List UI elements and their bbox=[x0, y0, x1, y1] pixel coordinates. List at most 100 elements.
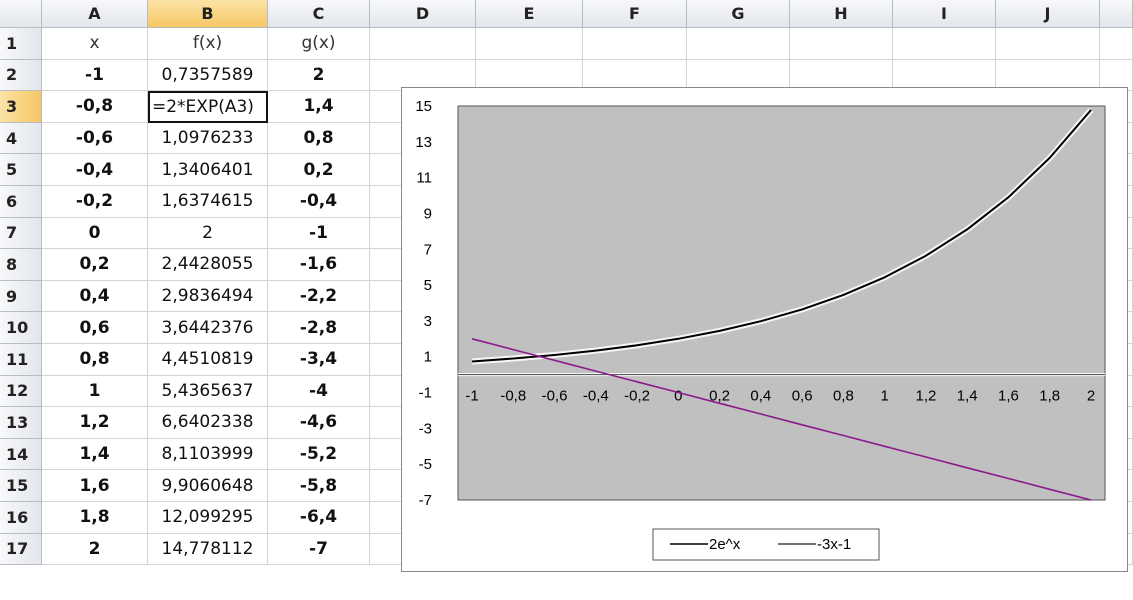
cell-c7[interactable]: -1 bbox=[268, 217, 370, 250]
series-2ex-line[interactable] bbox=[471, 109, 1092, 363]
y-tick-label: 7 bbox=[424, 241, 432, 258]
cell-a17[interactable]: 2 bbox=[42, 533, 148, 566]
cell-b12[interactable]: 5,4365637 bbox=[148, 375, 268, 408]
row-header-9[interactable]: 9 bbox=[0, 280, 42, 313]
row-header-2[interactable]: 2 bbox=[0, 59, 42, 92]
cell-b2[interactable]: 0,7357589 bbox=[148, 59, 268, 92]
cell-a3[interactable]: -0,8 bbox=[42, 91, 148, 123]
cell-a4[interactable]: -0,6 bbox=[42, 122, 148, 155]
column-header-extra[interactable] bbox=[1100, 0, 1133, 28]
cell-c9[interactable]: -2,2 bbox=[268, 280, 370, 313]
column-header-f[interactable]: F bbox=[583, 0, 687, 28]
cell-b4[interactable]: 1,0976233 bbox=[148, 122, 268, 155]
cell-a8[interactable]: 0,2 bbox=[42, 249, 148, 281]
column-header-e[interactable]: E bbox=[476, 0, 583, 28]
column-header-j[interactable]: J bbox=[996, 0, 1100, 28]
row-header-12[interactable]: 12 bbox=[0, 375, 42, 408]
cell-b5[interactable]: 1,3406401 bbox=[148, 154, 268, 186]
row-header-14[interactable]: 14 bbox=[0, 438, 42, 471]
cell-a11[interactable]: 0,8 bbox=[42, 344, 148, 376]
row-header-4[interactable]: 4 bbox=[0, 122, 42, 155]
cell-empty[interactable] bbox=[996, 28, 1100, 60]
cell-c4[interactable]: 0,8 bbox=[268, 122, 370, 155]
row-header-11[interactable]: 11 bbox=[0, 344, 42, 376]
cell-b8[interactable]: 2,4428055 bbox=[148, 249, 268, 281]
cell-b7[interactable]: 2 bbox=[148, 217, 268, 250]
cell-c8[interactable]: -1,6 bbox=[268, 249, 370, 281]
cell-c6[interactable]: -0,4 bbox=[268, 186, 370, 218]
x-tick-label: -0,4 bbox=[583, 388, 609, 405]
cell-c13[interactable]: -4,6 bbox=[268, 407, 370, 439]
cell-empty[interactable] bbox=[687, 28, 790, 60]
cell-a15[interactable]: 1,6 bbox=[42, 470, 148, 502]
row-header-16[interactable]: 16 bbox=[0, 502, 42, 534]
cell-a2[interactable]: -1 bbox=[42, 59, 148, 92]
x-tick-label: 1,4 bbox=[957, 388, 978, 405]
cell-b16[interactable]: 12,099295 bbox=[148, 502, 268, 534]
cell-empty[interactable] bbox=[1100, 28, 1133, 60]
cell-empty[interactable] bbox=[583, 28, 687, 60]
series-3x-1-line[interactable] bbox=[471, 338, 1092, 501]
cell-b14[interactable]: 8,1103999 bbox=[148, 438, 268, 471]
row-header-13[interactable]: 13 bbox=[0, 407, 42, 439]
x-tick-label: 0,6 bbox=[792, 388, 813, 405]
row-header-7[interactable]: 7 bbox=[0, 217, 42, 250]
cell-a10[interactable]: 0,6 bbox=[42, 312, 148, 344]
column-header-g[interactable]: G bbox=[687, 0, 790, 28]
cell-c1[interactable]: g(x) bbox=[268, 28, 370, 60]
cell-a5[interactable]: -0,4 bbox=[42, 154, 148, 186]
cell-b1[interactable]: f(x) bbox=[148, 28, 268, 60]
cell-c10[interactable]: -2,8 bbox=[268, 312, 370, 344]
cell-b15[interactable]: 9,9060648 bbox=[148, 470, 268, 502]
cell-a6[interactable]: -0,2 bbox=[42, 186, 148, 218]
select-all-corner[interactable] bbox=[0, 0, 42, 28]
cell-b9[interactable]: 2,9836494 bbox=[148, 280, 268, 313]
x-tick-label: 1,6 bbox=[998, 388, 1019, 405]
column-header-d[interactable]: D bbox=[370, 0, 476, 28]
cell-c17[interactable]: -7 bbox=[268, 533, 370, 566]
cell-a7[interactable]: 0 bbox=[42, 217, 148, 250]
x-tick-label: -0,6 bbox=[542, 388, 568, 405]
row-header-10[interactable]: 10 bbox=[0, 312, 42, 344]
cell-empty[interactable] bbox=[476, 28, 583, 60]
cell-empty[interactable] bbox=[370, 28, 476, 60]
cell-b13[interactable]: 6,6402338 bbox=[148, 407, 268, 439]
line-chart[interactable]: 15 13 11 9 7 5 3 1 -1 -3 -5 -7 -1 -0,8 -0,6 -0,4 -0,2 0 0,… bbox=[401, 87, 1128, 572]
cell-b6[interactable]: 1,6374615 bbox=[148, 186, 268, 218]
cell-a1[interactable]: x bbox=[42, 28, 148, 60]
cell-c15[interactable]: -5,8 bbox=[268, 470, 370, 502]
plot-area[interactable] bbox=[457, 105, 1106, 501]
cell-b11[interactable]: 4,4510819 bbox=[148, 344, 268, 376]
cell-c3[interactable]: 1,4 bbox=[268, 91, 370, 123]
active-cell-formula[interactable]: =2*EXP(A3) bbox=[148, 91, 268, 123]
row-header-1[interactable]: 1 bbox=[0, 28, 42, 60]
cell-empty[interactable] bbox=[790, 28, 893, 60]
row-header-5[interactable]: 5 bbox=[0, 154, 42, 186]
column-header-b[interactable]: B bbox=[148, 0, 268, 28]
cell-a13[interactable]: 1,2 bbox=[42, 407, 148, 439]
cell-c5[interactable]: 0,2 bbox=[268, 154, 370, 186]
cell-a12[interactable]: 1 bbox=[42, 375, 148, 408]
column-header-h[interactable]: H bbox=[790, 0, 893, 28]
cell-c2[interactable]: 2 bbox=[268, 59, 370, 92]
row-header-3[interactable]: 3 bbox=[0, 91, 42, 123]
cell-a16[interactable]: 1,8 bbox=[42, 502, 148, 534]
cell-c12[interactable]: -4 bbox=[268, 375, 370, 408]
column-header-c[interactable]: C bbox=[268, 0, 370, 28]
column-header-a[interactable]: A bbox=[42, 0, 148, 28]
cell-b17[interactable]: 14,778112 bbox=[148, 533, 268, 566]
column-header-i[interactable]: I bbox=[893, 0, 996, 28]
row-header-15[interactable]: 15 bbox=[0, 470, 42, 502]
x-tick-label: 1,8 bbox=[1039, 388, 1060, 405]
cell-empty[interactable] bbox=[893, 28, 996, 60]
cell-c14[interactable]: -5,2 bbox=[268, 438, 370, 471]
cell-a9[interactable]: 0,4 bbox=[42, 280, 148, 313]
x-tick-label: 0,8 bbox=[833, 388, 854, 405]
cell-c11[interactable]: -3,4 bbox=[268, 344, 370, 376]
cell-c16[interactable]: -6,4 bbox=[268, 502, 370, 534]
row-header-17[interactable]: 17 bbox=[0, 533, 42, 566]
row-header-6[interactable]: 6 bbox=[0, 186, 42, 218]
row-header-8[interactable]: 8 bbox=[0, 249, 42, 281]
cell-b10[interactable]: 3,6442376 bbox=[148, 312, 268, 344]
cell-a14[interactable]: 1,4 bbox=[42, 438, 148, 471]
